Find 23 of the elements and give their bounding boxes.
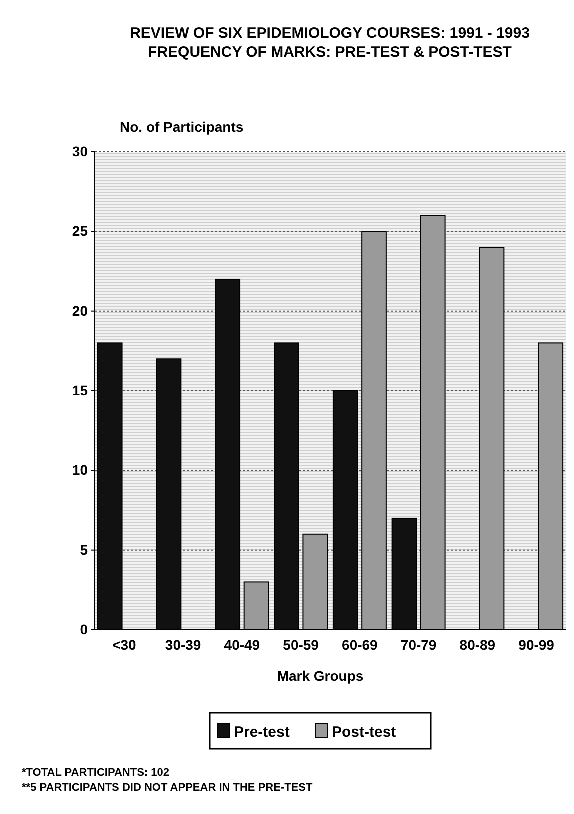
text: **5 PARTICIPANTS DID NOT APPEAR IN THE PRE-TEST — [22, 782, 313, 794]
legend-label: Post-test — [332, 724, 396, 741]
legend-label: Pre-test — [234, 724, 290, 741]
x-tick-label: 70-79 — [400, 636, 437, 653]
x-tick-label: 50-59 — [283, 636, 320, 653]
x-tick-label: 80-89 — [460, 636, 496, 653]
y-tick-label: 20 — [72, 302, 88, 319]
y-tick-label: 5 — [80, 542, 88, 558]
y-tick-label: 10 — [72, 462, 88, 478]
y-axis-title: No. of Participants — [120, 119, 244, 135]
chart-title: REVIEW OF SIX EPIDEMIOLOGY COURSES: 1991 - 1993 — [130, 25, 530, 42]
y-tick-label: 15 — [72, 382, 88, 398]
text: *TOTAL PARTICIPANTS: 102 — [22, 767, 170, 779]
x-tick-label: 30-39 — [165, 636, 202, 653]
x-axis-title: Mark Groups — [277, 668, 364, 684]
x-tick-label: 90-99 — [518, 636, 555, 653]
x-tick-label: 60-69 — [342, 636, 378, 653]
x-tick-label: 40-49 — [224, 636, 260, 653]
x-tick-label: <30 — [112, 636, 137, 653]
chart-subtitle: FREQUENCY OF MARKS: PRE-TEST & POST-TEST — [148, 44, 512, 61]
y-tick-label: 0 — [80, 621, 88, 638]
y-tick-label: 25 — [72, 223, 88, 240]
y-tick-label: 30 — [72, 143, 88, 160]
